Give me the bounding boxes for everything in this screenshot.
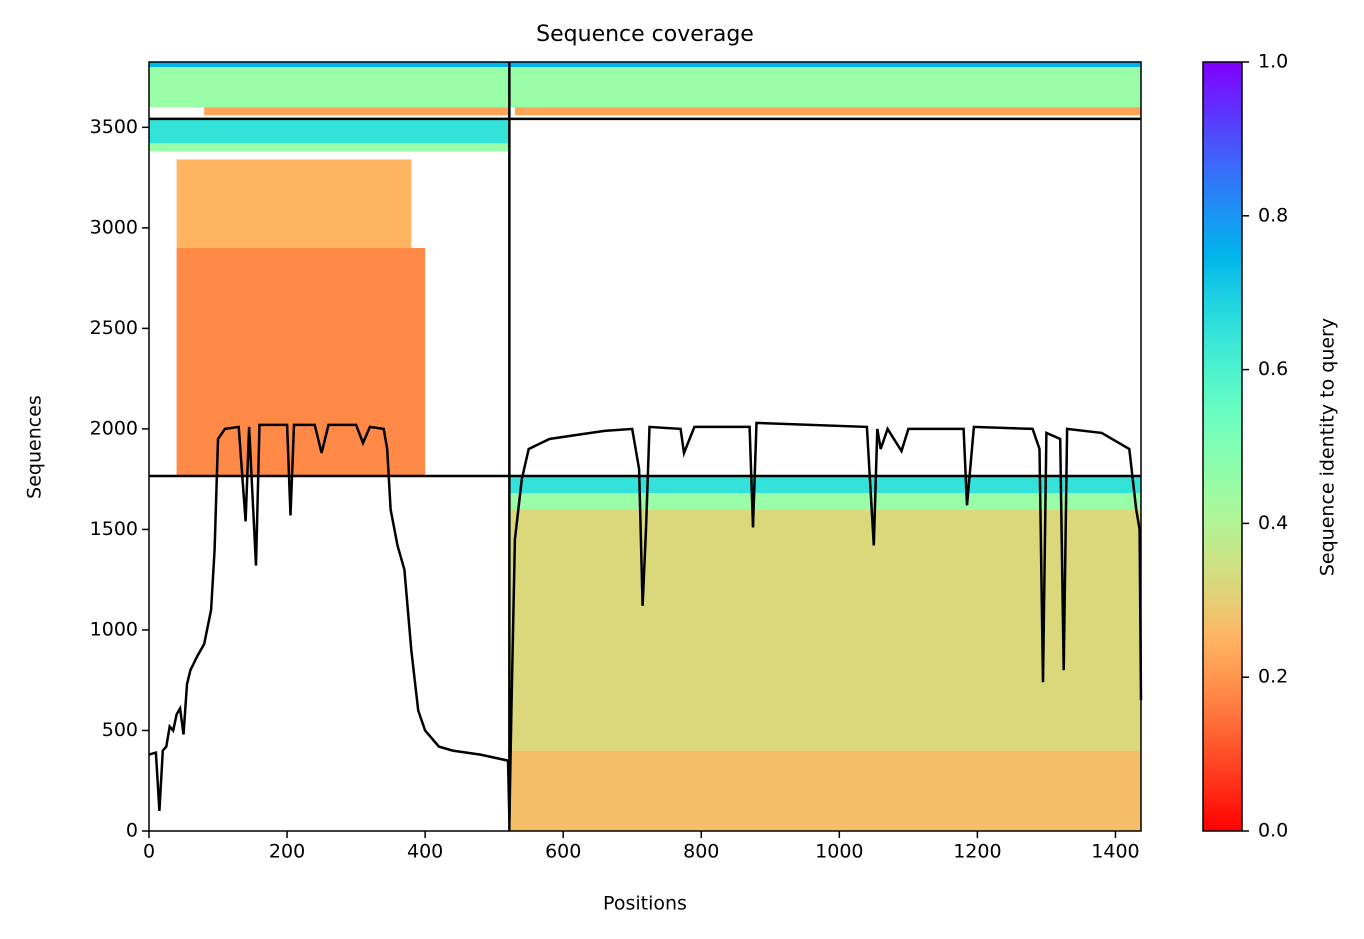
coverage-region	[149, 143, 510, 152]
x-tick-label: 0	[143, 841, 155, 863]
coverage-region	[149, 67, 510, 108]
colorbar-tick-label: 0.2	[1258, 666, 1288, 688]
coverage-line	[148, 421, 1143, 821]
x-tick-label: 1400	[1091, 841, 1139, 863]
x-tick-label: 800	[683, 841, 719, 863]
x-tick-label: 1200	[953, 841, 1001, 863]
colorbar-tick-label: 0.4	[1258, 512, 1288, 534]
colorbar-tick-label: 0.8	[1258, 204, 1288, 226]
colorbar-tick-label: 0.6	[1258, 358, 1288, 380]
y-tick-label: 2000	[90, 417, 138, 439]
y-tick-label: 3000	[90, 216, 138, 238]
x-tick-label: 600	[545, 841, 581, 863]
colorbar-tick-label: 1.0	[1258, 51, 1288, 73]
coverage-region	[509, 475, 1142, 494]
x-tick-label: 400	[407, 841, 443, 863]
coverage-region	[149, 62, 510, 68]
coverage-region	[176, 247, 426, 476]
x-tick-label: 200	[269, 841, 305, 863]
coverage-region	[149, 118, 510, 144]
y-tick-label: 1000	[90, 618, 138, 640]
chart-title: Sequence coverage	[536, 22, 754, 47]
coverage-region	[514, 107, 1141, 116]
y-tick-label: 500	[102, 719, 138, 741]
x-tick-label: 1000	[815, 841, 863, 863]
plot-frame	[148, 61, 1142, 832]
y-axis-label: Sequences	[24, 395, 46, 499]
colorbar-tick-label: 0.0	[1258, 820, 1288, 842]
coverage-region	[204, 107, 510, 116]
coverage-region	[176, 159, 412, 248]
colorbar	[1202, 61, 1243, 832]
y-tick-label: 3500	[90, 116, 138, 138]
y-tick-label: 1500	[90, 518, 138, 540]
coverage-region	[509, 509, 1142, 751]
coverage-region	[509, 62, 1142, 68]
coverage-region	[509, 493, 1142, 510]
y-tick-label: 2500	[90, 317, 138, 339]
y-tick-label: 0	[126, 820, 138, 842]
x-axis-label: Positions	[603, 893, 687, 915]
coverage-region	[509, 750, 1142, 831]
coverage-region	[509, 67, 1142, 108]
colorbar-label: Sequence identity to query	[1317, 318, 1339, 576]
